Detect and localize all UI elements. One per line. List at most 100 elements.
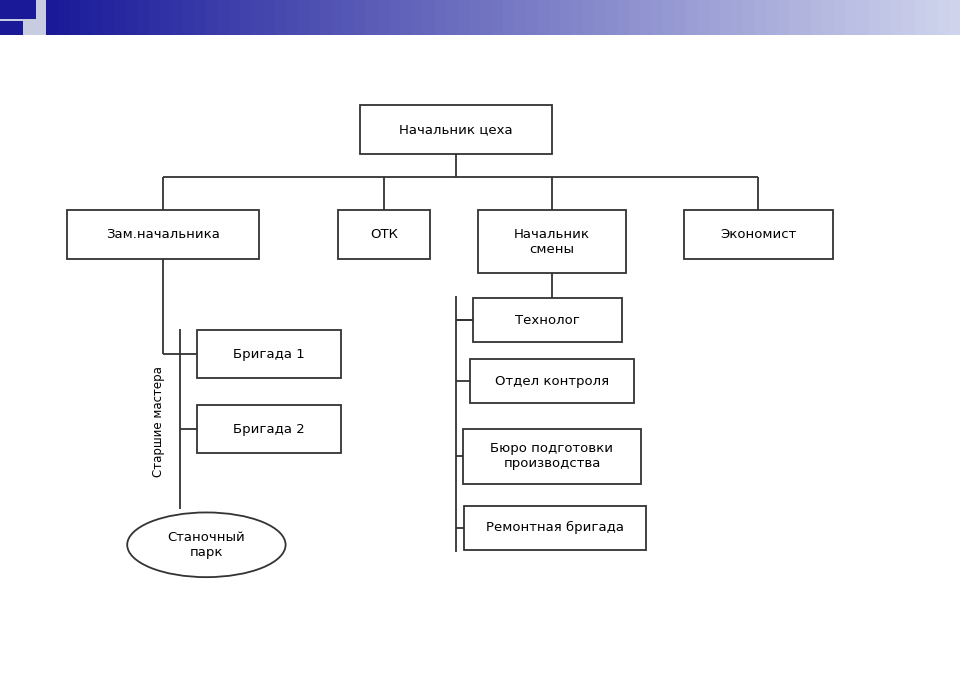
Bar [857, 0, 871, 35]
Bar [0, 0, 36, 20]
Bar [937, 0, 950, 35]
Bar [263, 0, 276, 35]
Bar [571, 0, 585, 35]
Bar [126, 0, 139, 35]
Text: Зам.начальника: Зам.начальника [107, 228, 220, 242]
Bar [69, 0, 83, 35]
Bar [583, 0, 596, 35]
Bar [606, 0, 619, 35]
Bar [457, 0, 470, 35]
Bar [800, 0, 813, 35]
Bar [823, 0, 836, 35]
Bar [914, 0, 927, 35]
Bar [104, 0, 116, 35]
FancyBboxPatch shape [360, 105, 552, 154]
FancyBboxPatch shape [197, 330, 341, 378]
Bar [925, 0, 939, 35]
Text: Станочный
парк: Станочный парк [168, 530, 245, 559]
Bar [902, 0, 916, 35]
Bar [160, 0, 174, 35]
FancyBboxPatch shape [464, 505, 646, 550]
Bar [58, 0, 71, 35]
Bar [732, 0, 745, 35]
Bar [195, 0, 208, 35]
Bar [321, 0, 334, 35]
Bar [275, 0, 288, 35]
Bar [389, 0, 402, 35]
Text: Экономист: Экономист [720, 228, 797, 242]
Bar [846, 0, 859, 35]
FancyBboxPatch shape [339, 210, 430, 259]
Bar [46, 0, 60, 35]
FancyBboxPatch shape [197, 405, 341, 453]
Bar [81, 0, 94, 35]
Bar [354, 0, 368, 35]
Bar [377, 0, 391, 35]
FancyBboxPatch shape [470, 360, 634, 403]
Bar [92, 0, 106, 35]
Bar [183, 0, 197, 35]
Bar [811, 0, 825, 35]
Bar [149, 0, 162, 35]
Text: Отдел контроля: Отдел контроля [495, 375, 609, 388]
Bar [240, 0, 253, 35]
Bar [0, 0, 46, 35]
Text: Бюро подготовки
производства: Бюро подготовки производства [491, 442, 613, 471]
Bar [228, 0, 242, 35]
Text: Старшие мастера: Старшие мастера [152, 366, 165, 477]
FancyBboxPatch shape [472, 298, 621, 342]
Bar [594, 0, 608, 35]
Text: ОТК: ОТК [370, 228, 398, 242]
Bar [298, 0, 311, 35]
Bar [0, 20, 23, 35]
Bar [435, 0, 447, 35]
Bar [445, 0, 459, 35]
Bar [869, 0, 882, 35]
Bar [400, 0, 414, 35]
Bar [412, 0, 425, 35]
Bar [892, 0, 905, 35]
FancyBboxPatch shape [684, 210, 833, 259]
Bar [789, 0, 802, 35]
Bar [778, 0, 791, 35]
Bar [948, 0, 960, 35]
Bar [343, 0, 356, 35]
Bar [309, 0, 323, 35]
Bar [137, 0, 151, 35]
FancyBboxPatch shape [477, 210, 626, 273]
Bar [526, 0, 540, 35]
Bar [492, 0, 505, 35]
Bar [468, 0, 482, 35]
Bar [549, 0, 563, 35]
Bar [286, 0, 300, 35]
Bar [331, 0, 345, 35]
Bar [674, 0, 687, 35]
Bar [515, 0, 528, 35]
Bar [538, 0, 551, 35]
Bar [366, 0, 379, 35]
Bar [423, 0, 437, 35]
Bar [880, 0, 894, 35]
Text: Технолог: Технолог [515, 313, 580, 327]
Text: Ремонтная бригада: Ремонтная бригада [486, 521, 624, 535]
Bar [560, 0, 573, 35]
Bar [755, 0, 768, 35]
Bar [629, 0, 642, 35]
Text: Бригада 1: Бригада 1 [233, 347, 304, 361]
Bar [652, 0, 665, 35]
FancyBboxPatch shape [67, 210, 259, 259]
Bar [834, 0, 848, 35]
Bar [480, 0, 493, 35]
Text: Начальник
смены: Начальник смены [514, 227, 590, 256]
Bar [172, 0, 185, 35]
Bar [685, 0, 699, 35]
Ellipse shape [127, 512, 286, 577]
Bar [206, 0, 219, 35]
Bar [766, 0, 780, 35]
Bar [252, 0, 265, 35]
Bar [720, 0, 733, 35]
Bar [217, 0, 230, 35]
Text: Бригада 2: Бригада 2 [233, 422, 304, 436]
Bar [663, 0, 677, 35]
Bar [114, 0, 128, 35]
